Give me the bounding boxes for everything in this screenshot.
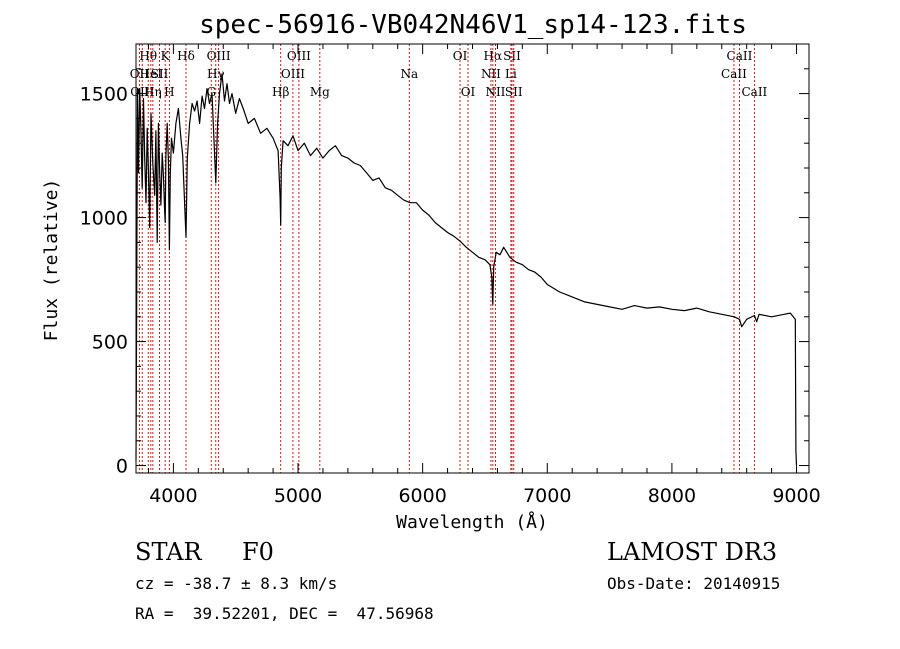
marker-label: NII <box>481 67 501 81</box>
marker-label: G <box>206 85 216 99</box>
marker-label: OIII <box>207 49 231 63</box>
marker-label: Hα <box>484 49 503 63</box>
marker-label: OIII <box>287 49 311 63</box>
marker-label: SII <box>503 49 521 63</box>
marker-label: Li <box>505 67 517 81</box>
marker-label: K <box>161 49 171 63</box>
y-tick-label: 1500 <box>80 84 128 106</box>
y-tick-label: 1000 <box>80 208 128 230</box>
marker-label: SII <box>151 67 169 81</box>
x-tick-label: 6000 <box>398 485 446 507</box>
x-tick-label: 5000 <box>274 485 322 507</box>
observation-date: Obs-Date: 20140915 <box>607 574 781 593</box>
redshift-velocity: cz = -38.7 ± 8.3 km/s <box>135 574 338 593</box>
marker-label: SII <box>505 85 523 99</box>
x-tick-label: 8000 <box>648 485 696 507</box>
marker-label: CaII <box>721 67 747 81</box>
marker-label: Hδ <box>177 49 195 63</box>
marker-label: OIII <box>281 67 305 81</box>
y-axis-ticks: 0 500 1000 1500 <box>80 68 809 478</box>
y-tick-label: 500 <box>92 332 128 354</box>
spectrum-line <box>135 73 798 466</box>
y-axis-label: Flux (relative) <box>41 179 62 342</box>
x-tick-label: 7000 <box>523 485 571 507</box>
survey-name: LAMOST DR3 <box>607 538 778 566</box>
marker-label: Na <box>400 67 418 81</box>
marker-label: H <box>164 85 174 99</box>
x-tick-label: 9000 <box>772 485 820 507</box>
marker-label: OI <box>461 85 476 99</box>
marker-label: OI <box>453 49 468 63</box>
sky-coordinates: RA = 39.52201, DEC = 47.56968 <box>135 604 434 623</box>
marker-label: NII <box>485 85 505 99</box>
marker-label: OII <box>130 67 150 81</box>
marker-label: Hβ <box>272 85 289 99</box>
x-axis-ticks: 4000 5000 6000 7000 8000 9000 <box>147 44 821 507</box>
x-tick-label: 4000 <box>149 485 197 507</box>
marker-label: Hη <box>144 85 162 99</box>
y-tick-label: 0 <box>116 456 128 478</box>
chart-title: spec-56916-VB042N46V1_sp14-123.fits <box>199 10 747 40</box>
marker-label: Mg <box>310 85 330 99</box>
x-axis-label: Wavelength (Å) <box>396 511 548 533</box>
marker-label: CaII <box>727 49 753 63</box>
marker-label: CaII <box>741 85 767 99</box>
object-class: STAR <box>135 538 202 566</box>
marker-label: HeI <box>140 67 163 81</box>
object-subclass: F0 <box>242 538 274 566</box>
